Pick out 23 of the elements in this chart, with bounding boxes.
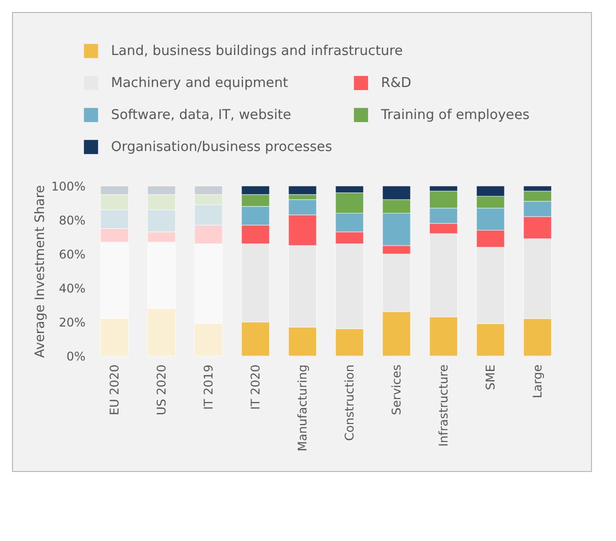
x-tick-label: EU 2020 [108,364,122,416]
x-tick-label: IT 2020 [248,364,262,410]
y-tick-label: 60% [58,248,86,262]
x-tick-label: Manufacturing [296,364,310,452]
legend-label: R&D [381,75,412,91]
y-tick-label: 40% [58,282,86,296]
y-tick-label: 20% [58,316,86,330]
y-tick-label: 100% [51,180,86,194]
x-tick-label: IT 2019 [202,364,216,410]
y-axis-title: Average Investment Share [33,185,48,358]
x-tick-label: Construction [342,364,356,441]
x-tick-label: SME [484,364,498,390]
x-tick-label: US 2020 [154,364,168,416]
legend-label: Organisation/business processes [111,139,332,155]
x-tick-label: Services [390,364,404,416]
legend-label: Land, business buildings and infrastructure [111,43,403,59]
x-tick-label: Infrastructure [436,364,450,447]
legend-label: Training of employees [380,107,530,123]
y-tick-label: 0% [66,350,86,364]
y-tick-label: 80% [58,214,86,228]
legend-label: Software, data, IT, website [111,107,292,123]
x-tick-label: Large [530,364,544,398]
legend-label: Machinery and equipment [111,75,288,91]
